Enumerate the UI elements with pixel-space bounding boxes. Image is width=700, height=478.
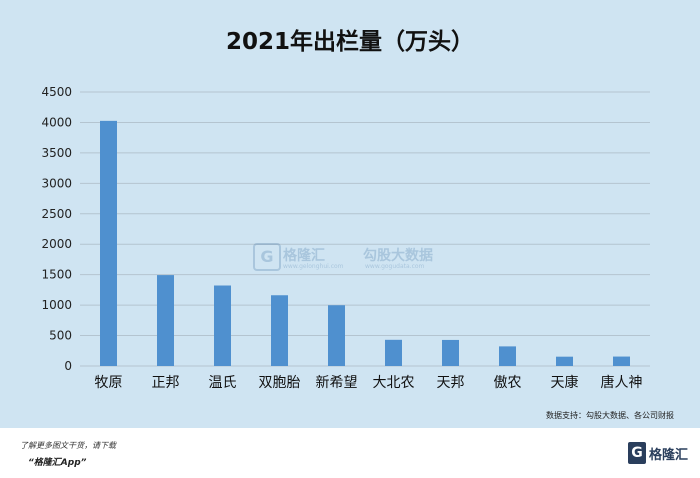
- watermark: G 格隆汇 www.gelonghui.com 勾股大数据 www.goguda…: [253, 243, 453, 271]
- y-tick-label: 4000: [41, 115, 72, 129]
- y-tick-label: 2000: [41, 237, 72, 251]
- watermark-logo-icon: G: [253, 243, 281, 271]
- x-tick-label: 双胞胎: [259, 375, 301, 391]
- bar: [556, 356, 573, 366]
- y-tick-label: 3000: [41, 176, 72, 190]
- footer-logo: G 格隆汇: [628, 442, 698, 468]
- watermark-brand-gogudata: 勾股大数据: [363, 248, 433, 264]
- bar: [613, 356, 630, 366]
- x-tick-label: 温氏: [209, 375, 237, 391]
- bar: [328, 305, 345, 366]
- x-tick-label: 唐人神: [601, 374, 643, 391]
- bar-chart: 0 500 1000 1500 2000 2500 3000 3500 4000 4500 牧原 正邦…: [41, 85, 650, 391]
- x-tick-label: 傲农: [494, 375, 522, 391]
- footer-logo-text: 格隆汇: [649, 448, 689, 463]
- x-tick-label: 天康: [551, 374, 579, 391]
- footer-app-name: “格隆汇App”: [28, 458, 87, 468]
- x-tick-label: 牧原: [95, 375, 123, 391]
- y-tick-label: 2500: [41, 207, 72, 221]
- y-tick-label: 1500: [41, 268, 72, 282]
- bar: [100, 120, 117, 367]
- bar: [385, 339, 402, 366]
- watermark-site-gelonghui: www.gelonghui.com: [283, 263, 344, 270]
- bar: [271, 295, 288, 366]
- bar: [157, 275, 174, 366]
- y-tick-label: 0: [64, 359, 72, 373]
- x-tick-label: 天邦: [437, 375, 465, 391]
- y-tick-label: 500: [49, 329, 72, 343]
- y-tick-label: 1000: [41, 298, 72, 312]
- data-source-note: 数据支持：勾股大数据、各公司财报: [546, 411, 674, 420]
- bar: [214, 285, 231, 366]
- x-tick-label: 大北农: [373, 375, 415, 391]
- bar: [499, 346, 516, 366]
- x-tick-label: 新希望: [316, 375, 358, 391]
- footer-promo-text: 了解更多图文干货，请下载: [20, 441, 116, 450]
- y-tick-label: 4500: [41, 85, 72, 99]
- bar: [442, 339, 459, 366]
- watermark-brand-gelonghui: 格隆汇: [283, 248, 325, 264]
- y-tick-label: 3500: [41, 146, 72, 160]
- gelonghui-logo-icon: G: [628, 442, 646, 464]
- watermark-site-gogudata: www.gogudata.com: [365, 263, 425, 270]
- chart-title: 2021年出栏量（万头）: [225, 29, 474, 55]
- x-tick-label: 正邦: [152, 375, 180, 391]
